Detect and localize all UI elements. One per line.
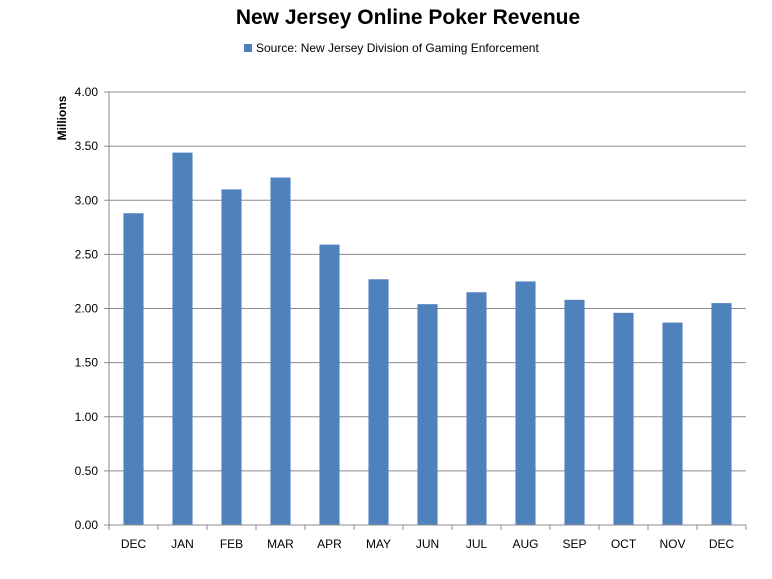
y-tick-label: 1.50 xyxy=(75,356,99,370)
bar xyxy=(466,292,487,525)
y-tick-label: 2.50 xyxy=(75,247,99,261)
bar xyxy=(123,213,144,526)
bar xyxy=(368,279,389,525)
x-tick-label: MAY xyxy=(366,537,391,551)
y-axis-label: Millions xyxy=(55,95,69,140)
axes xyxy=(104,91,747,530)
x-tick-label: MAR xyxy=(267,537,294,551)
bars xyxy=(123,152,732,526)
bar xyxy=(172,152,193,525)
x-tick-label: OCT xyxy=(611,537,637,551)
bar xyxy=(319,244,340,525)
x-tick-label: JUL xyxy=(466,537,488,551)
y-tick-label: 1.00 xyxy=(75,410,99,424)
y-tick-label: 3.00 xyxy=(75,193,99,207)
bar xyxy=(515,281,536,525)
y-tick-label: 0.00 xyxy=(75,518,99,532)
x-tick-label: JAN xyxy=(171,537,194,551)
legend-label: Source: New Jersey Division of Gaming En… xyxy=(256,41,539,55)
bar xyxy=(613,312,634,525)
bar xyxy=(564,299,585,525)
x-tick-label: NOV xyxy=(659,537,685,551)
x-tick-label: SEP xyxy=(562,537,586,551)
bar xyxy=(662,322,683,525)
legend: Source: New Jersey Division of Gaming En… xyxy=(244,41,539,55)
legend-swatch xyxy=(244,44,252,52)
x-tick-label: AUG xyxy=(512,537,538,551)
bar xyxy=(221,189,242,526)
y-tick-label: 2.00 xyxy=(75,302,99,316)
chart-title: New Jersey Online Poker Revenue xyxy=(235,6,581,29)
x-tick-label: DEC xyxy=(121,537,147,551)
tick-labels: 0.00 0.50 1.00 1.50 2.00 2.50 3.00 3.50 4.00 DEC J… xyxy=(75,85,735,551)
y-tick-label: 0.50 xyxy=(75,464,99,478)
x-tick-label: FEB xyxy=(220,537,243,551)
x-tick-label: JUN xyxy=(416,537,439,551)
bar xyxy=(270,177,291,525)
bar xyxy=(417,304,438,525)
x-tick-label: APR xyxy=(317,537,342,551)
y-tick-label: 3.50 xyxy=(75,139,99,153)
y-tick-label: 4.00 xyxy=(75,85,99,99)
x-tick-label: DEC xyxy=(709,537,735,551)
bar xyxy=(711,303,732,525)
